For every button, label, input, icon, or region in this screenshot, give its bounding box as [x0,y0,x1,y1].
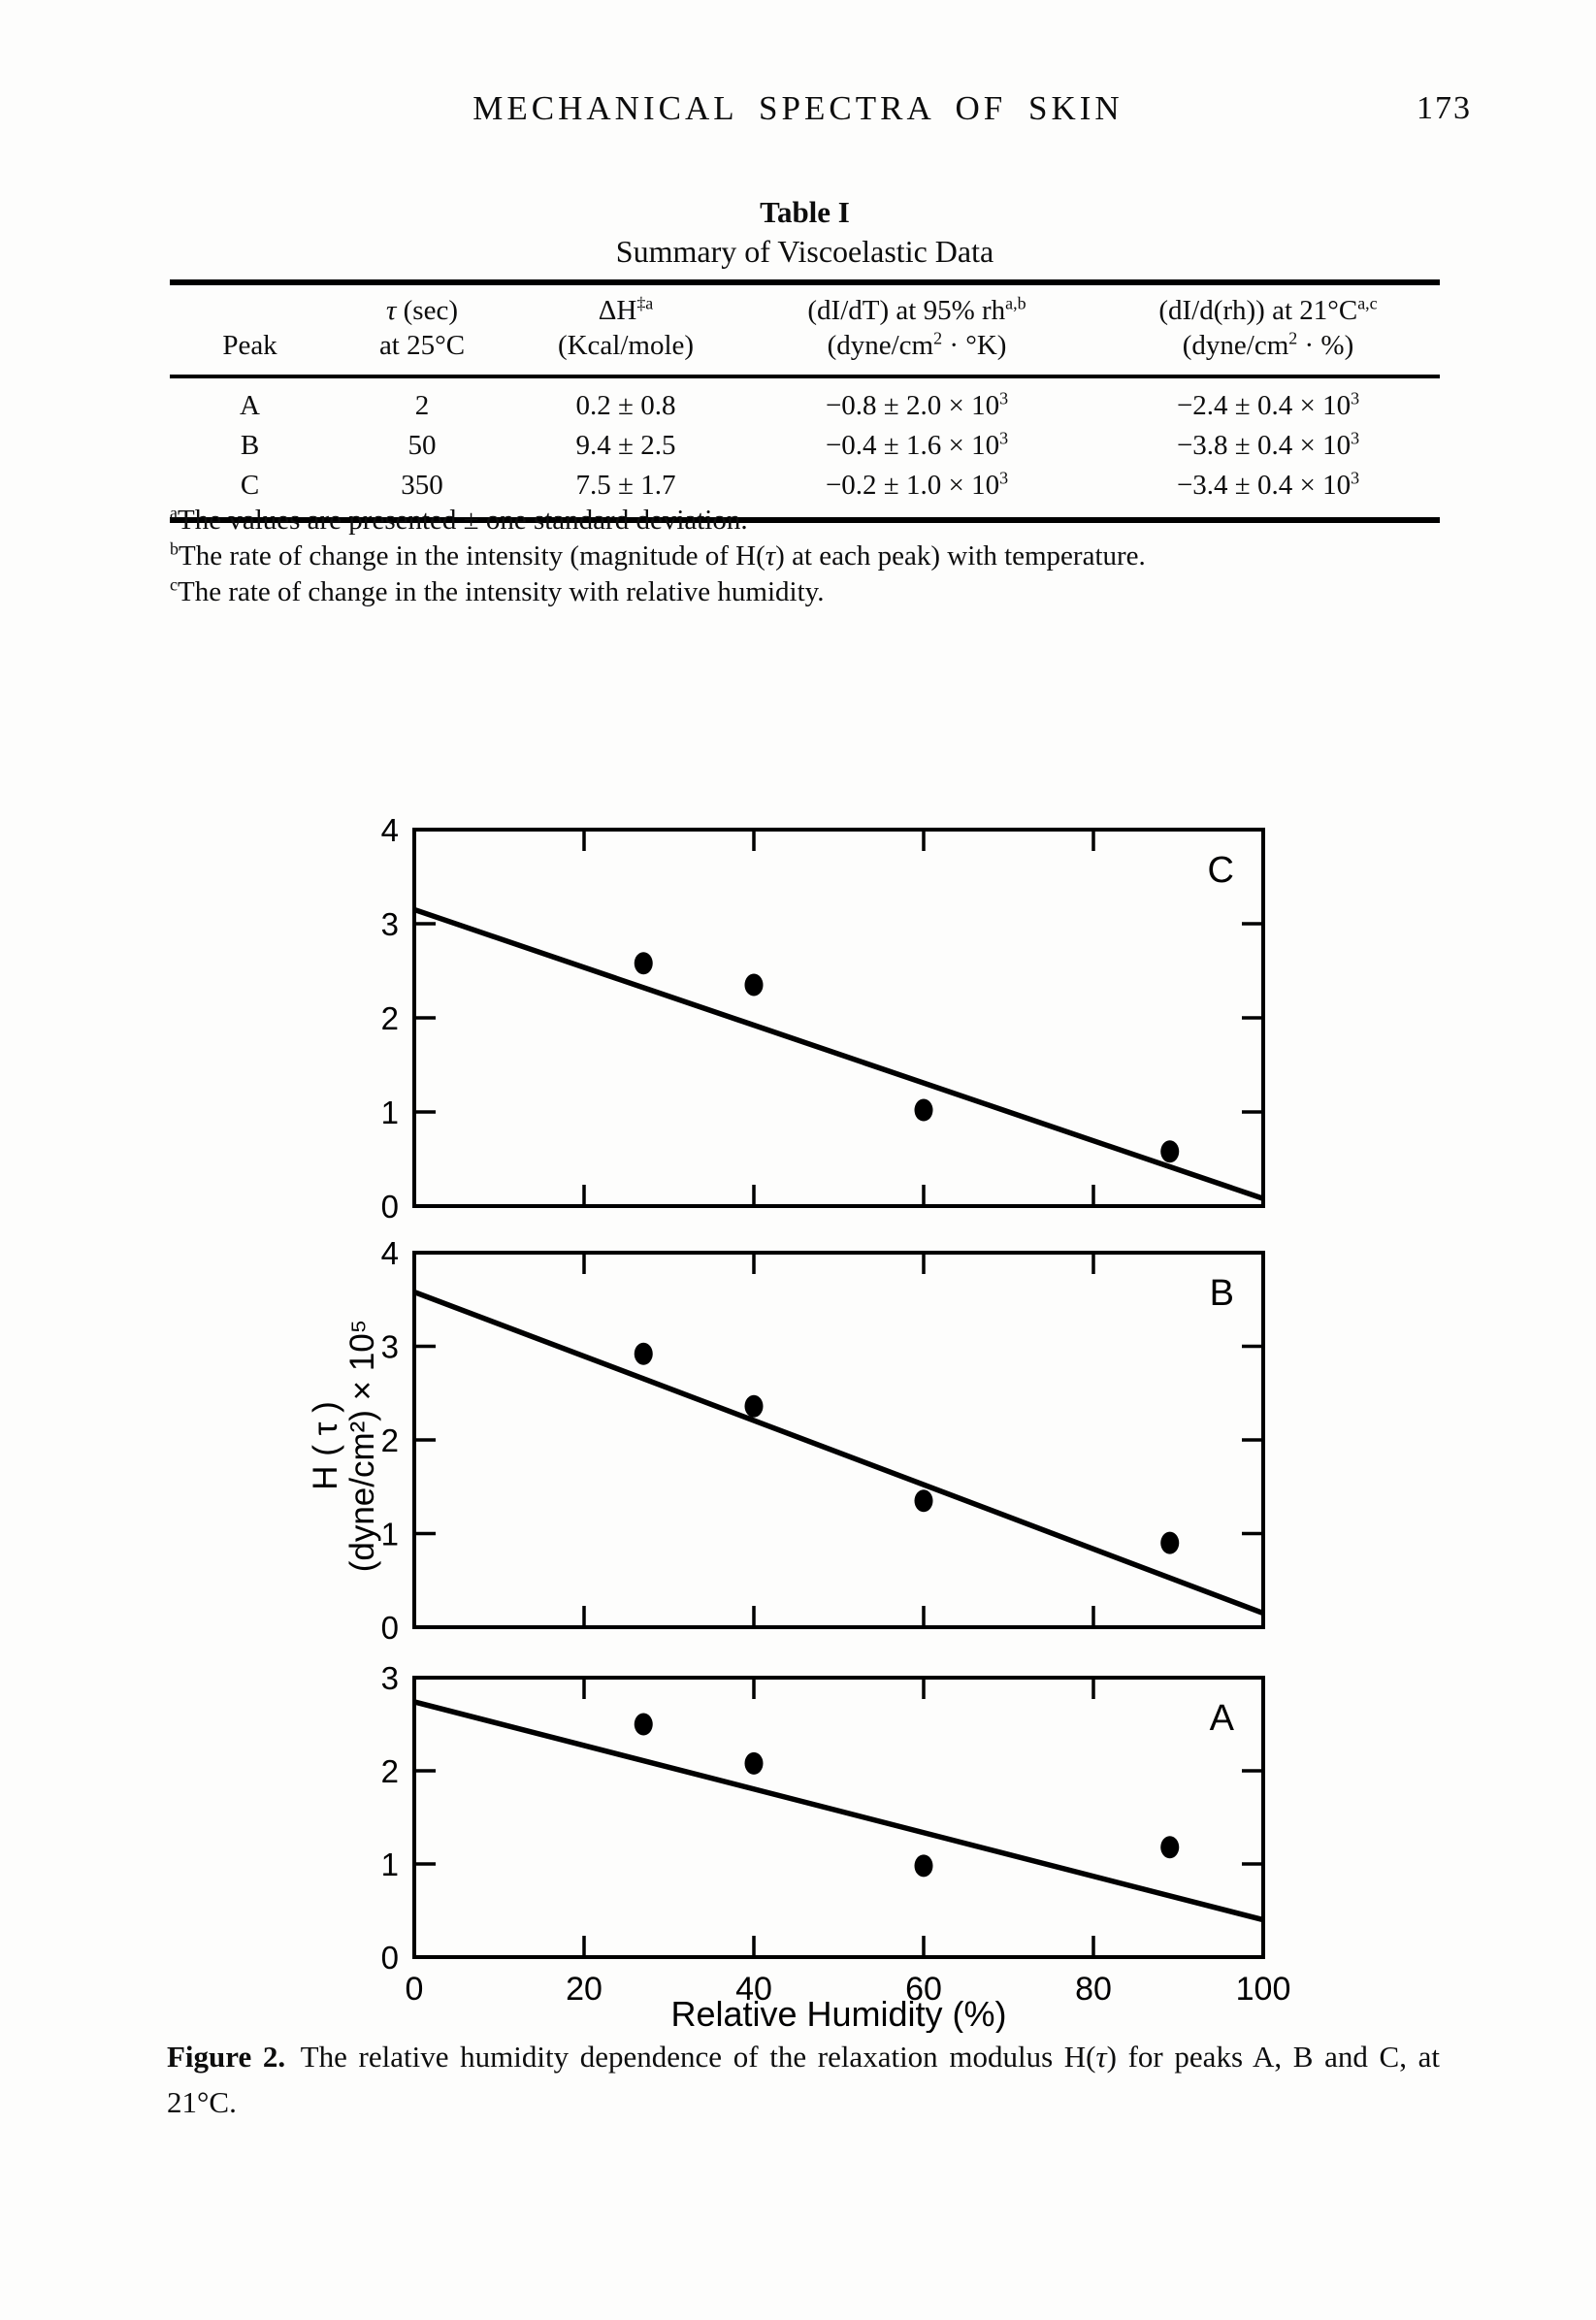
col-header-line1: ΔH‡a [598,293,654,326]
panel-label: C [1208,850,1234,891]
figure-panel-C: 0 1 2 3 4 C [381,815,1265,1225]
table-caption-block: Table I Summary of Viscoelastic Data [170,194,1440,272]
y-tick-label: 2 [381,1753,399,1789]
y-tick-label: 4 [381,815,399,848]
col-header-didrh: (dI/d(rh)) at 21°Ca,c (dyne/cm2 · %) [1096,293,1440,363]
x-tick-label: 40 [735,1971,772,2008]
y-tick-label: 3 [381,906,399,942]
col-header-line1: τ (sec) [386,295,458,326]
plot-frame [412,828,1265,1208]
y-tick-label: 2 [381,1000,399,1036]
col-header-enthalpy: ΔH‡a (Kcal/mole) [514,293,737,363]
x-tick-label: 100 [1236,1971,1291,2008]
col-header-line2: (Kcal/mole) [557,330,695,361]
data-point [1160,1531,1180,1554]
x-tick-label: 60 [905,1971,942,2008]
cell-peak: A [240,390,260,421]
cell-peak: C [240,470,260,501]
cell-didt: −0.2 ± 1.0 × 103 [825,468,1009,501]
table-body: A 2 0.2 ± 0.8 −0.8 ± 2.0 × 103 −2.4 ± 0.… [170,378,1440,517]
panel-label: A [1210,1698,1235,1739]
x-tick-label: 0 [406,1971,424,2008]
table-footnotes: aThe values are presented ± one standard… [170,503,1441,610]
figure-panel-B: 0 1 2 3 4 B [381,1235,1265,1646]
x-tick-label: 20 [566,1971,603,2008]
y-tick-label: 1 [381,1846,399,1882]
y-tick-label: 0 [381,1610,399,1646]
y-axis-title-line1: H ( τ ) [307,1401,344,1490]
col-header-tau: τ (sec) at 25°C [330,293,514,363]
data-point [744,1751,764,1775]
y-tick-label: 0 [381,1940,399,1976]
fit-line [413,1699,1264,1923]
fit-line [413,1289,1264,1617]
col-header-line2: (dyne/cm2 · %) [1182,328,1354,361]
page-header: MECHANICAL SPECTRA OF SKIN 173 [0,89,1596,136]
footnote-c: cThe rate of change in the intensity wit… [170,574,825,607]
data-point [634,952,653,975]
data-point [914,1854,933,1878]
table-row: A 2 0.2 ± 0.8 −0.8 ± 2.0 × 103 −2.4 ± 0.… [170,386,1440,426]
y-tick-label: 4 [381,1235,399,1271]
figure-panel-A: 0 20 40 60 80 100 0 1 2 3 A [381,1660,1291,2008]
col-header-line1: (dI/d(rh)) at 21°Ca,c [1158,293,1378,326]
cell-didrh: −3.4 ± 0.4 × 103 [1176,468,1360,501]
cell-didrh: −2.4 ± 0.4 × 103 [1176,388,1360,421]
col-header-line2: Peak [222,330,277,361]
data-point [744,973,764,997]
table-subtitle: Summary of Viscoelastic Data [615,234,994,269]
panel-label: B [1210,1273,1234,1314]
footnote-a: aThe values are presented ± one standard… [170,503,748,536]
figure-caption: Figure 2. The relative humidity dependen… [167,2040,1440,2119]
cell-tau: 2 [414,390,430,421]
col-header-peak: Peak [170,293,330,363]
fit-line [413,906,1264,1201]
data-point [914,1098,933,1122]
col-header-didt: (dI/dT) at 95% rha,b (dyne/cm2 · °K) [737,293,1096,363]
footnote-b: bThe rate of change in the intensity (ma… [170,539,1146,572]
col-header-line1: (dI/dT) at 95% rha,b [807,293,1026,326]
y-tick-label: 3 [381,1660,399,1696]
cell-dh: 0.2 ± 0.8 [575,390,676,421]
data-point [744,1394,764,1418]
col-header-line2: at 25°C [378,330,466,361]
table-header-row: Peak τ (sec) at 25°C ΔH‡a (Kcal/mole) (d… [170,285,1440,378]
data-point [1160,1836,1180,1859]
y-tick-label: 0 [381,1189,399,1225]
plot-frame [412,1676,1265,1959]
data-point [1160,1140,1180,1163]
y-tick-label: 2 [381,1422,399,1458]
running-title: MECHANICAL SPECTRA OF SKIN [472,89,1124,127]
y-tick-label: 1 [381,1095,399,1130]
y-tick-label: 1 [381,1517,399,1552]
plot-frame [412,1251,1265,1629]
y-tick-label: 3 [381,1329,399,1365]
figure-2-plot: 0 1 2 3 4 C 0 1 2 3 4 B 0 20 40 60 80 100 0 1 2 3 A Relative Hu… [307,815,1291,2033]
cell-dh: 9.4 ± 2.5 [575,430,676,461]
data-point [634,1342,653,1365]
x-tick-label: 80 [1075,1971,1112,2008]
cell-didt: −0.8 ± 2.0 × 103 [825,388,1009,421]
data-point [914,1489,933,1513]
cell-didt: −0.4 ± 1.6 × 103 [825,428,1009,461]
table-title: Table I [760,195,850,229]
page-number: 173 [1417,90,1472,126]
y-axis-title-line2: (dyne/cm²) × 10⁵ [343,1320,381,1573]
data-point [634,1713,653,1736]
cell-didrh: −3.8 ± 0.4 × 103 [1176,428,1360,461]
x-axis-title: Relative Humidity (%) [670,1994,1006,2033]
cell-tau: 350 [401,470,443,501]
col-header-line2: (dyne/cm2 · °K) [827,328,1007,361]
table-row: B 50 9.4 ± 2.5 −0.4 ± 1.6 × 103 −3.8 ± 0… [170,426,1440,466]
table-row: C 350 7.5 ± 1.7 −0.2 ± 1.0 × 103 −3.4 ± … [170,466,1440,506]
cell-tau: 50 [407,430,437,461]
cell-dh: 7.5 ± 1.7 [575,470,676,501]
cell-peak: B [240,430,260,461]
viscoelastic-data-table: Peak τ (sec) at 25°C ΔH‡a (Kcal/mole) (d… [170,279,1440,523]
